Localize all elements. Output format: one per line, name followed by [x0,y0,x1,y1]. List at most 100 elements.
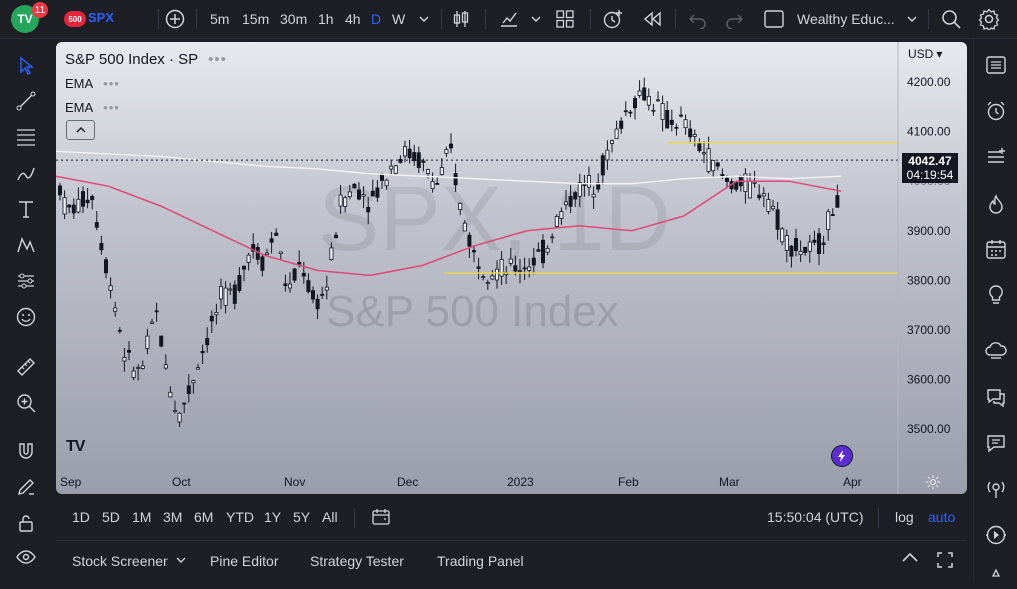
candle [352,183,357,189]
settings-gear-icon[interactable] [978,0,1000,38]
chart-settings-gear-icon[interactable] [925,474,941,494]
interval-w[interactable]: W [392,11,406,27]
log-scale-toggle[interactable]: log [895,509,914,525]
chats-icon[interactable] [982,383,1010,411]
tab-pine-editor[interactable]: Pine Editor [210,553,279,569]
signal-broadcast-icon[interactable] [982,475,1010,503]
range-ytd[interactable]: YTD [226,509,254,525]
candle [481,274,486,281]
templates-grid-icon[interactable] [555,0,575,38]
candle [278,251,283,261]
go-to-date-icon[interactable] [371,507,391,530]
range-5y[interactable]: 5Y [293,509,311,525]
tab-stock-screener[interactable]: Stock Screener [72,553,168,569]
interval-5m[interactable]: 5m [210,11,230,27]
layout-dropdown-icon[interactable] [906,0,918,38]
range-6m[interactable]: 6M [194,509,214,525]
interval-30m[interactable]: 30m [280,11,308,27]
chart-title[interactable]: S&P 500 Index · SP ••• [65,51,227,68]
hotlist-flame-icon[interactable] [982,191,1010,219]
ema-legend-2[interactable]: EMA ••• [65,100,120,115]
ema-menu-dots-icon[interactable]: ••• [103,100,120,115]
magnet-icon[interactable] [12,437,40,465]
data-window-icon[interactable] [982,143,1010,171]
cursor-icon[interactable] [12,52,40,80]
text-tool-icon[interactable] [12,195,40,223]
alarm-clock-icon[interactable] [982,97,1010,125]
indicators-icon[interactable] [498,0,520,38]
currency-selector[interactable]: USD ▾ [908,47,942,61]
interval-15m[interactable]: 15m [242,11,270,27]
replay-icon[interactable] [641,0,663,38]
candle [375,180,380,202]
notification-badge: 11 [32,2,48,18]
chart-pane[interactable]: SPX, 1D S&P 500 Index 4200.00 4100.00 3900… [56,42,967,494]
ema-legend-1[interactable]: EMA ••• [65,76,120,91]
candles-chart-type-icon[interactable] [450,0,472,38]
maximize-panel-icon[interactable] [936,551,954,572]
stock-screener-dropdown-icon[interactable] [175,553,187,569]
candle [651,103,656,116]
tradingview-logo[interactable]: TV [66,438,100,456]
lock-icon[interactable] [12,509,40,537]
streams-cloud-icon[interactable] [982,336,1010,364]
range-1m[interactable]: 1M [132,509,152,525]
price-chart[interactable]: SPX, 1D S&P 500 Index 4200.00 4100.00 3900… [56,42,967,494]
layout-name-button[interactable]: Wealthy Educ... [797,11,895,27]
candle [104,256,109,279]
price-axis[interactable]: 4200.00 4100.00 3900.00 3800.00 3700.00 3600.… [897,42,951,494]
range-1d[interactable]: 1D [72,509,90,525]
tab-trading-panel[interactable]: Trading Panel [437,553,524,569]
prediction-tool-icon[interactable] [12,267,40,295]
compare-add-icon[interactable] [164,0,186,38]
zoom-in-icon[interactable] [12,389,40,417]
time-axis[interactable]: Sep Oct Nov Dec 2023 Feb Mar Apr [60,475,862,489]
watchlist-icon[interactable] [982,51,1010,79]
redo-icon[interactable] [724,0,744,38]
search-icon[interactable] [940,0,962,38]
calendar-icon[interactable] [982,235,1010,263]
collapse-legend-button[interactable] [66,120,95,140]
candle [596,173,601,193]
interval-d[interactable]: D [371,11,382,27]
candle [605,140,610,170]
eye-icon[interactable] [12,543,40,571]
candle [389,159,394,176]
utc-clock[interactable]: 15:50:04 (UTC) [767,509,864,525]
trend-line-icon[interactable] [12,87,40,115]
layout-icon[interactable] [763,0,785,38]
interval-dropdown-icon[interactable] [418,0,430,38]
tab-strategy-tester[interactable]: Strategy Tester [310,553,404,569]
title-menu-dots-icon[interactable]: ••• [208,51,227,68]
interval-1h[interactable]: 1h [318,11,334,27]
ema-menu-dots-icon[interactable]: ••• [103,76,120,91]
candle [725,175,730,189]
alert-clock-icon[interactable] [601,0,625,38]
expand-panel-icon[interactable] [901,551,919,568]
auto-scale-toggle[interactable]: auto [928,509,956,525]
fib-retracement-icon[interactable] [12,123,40,151]
candle [646,88,651,111]
interval-4h[interactable]: 4h [345,11,361,27]
currency-label: USD [908,47,934,61]
stay-drawing-icon[interactable] [12,473,40,501]
range-5d[interactable]: 5D [102,509,120,525]
range-all[interactable]: All [322,509,338,525]
ruler-icon[interactable] [12,353,40,381]
pattern-tool-icon[interactable] [12,231,40,259]
lightning-event-icon[interactable] [831,445,853,467]
time-tick-label: Dec [397,475,418,489]
pine-playback-icon[interactable] [982,521,1010,549]
range-3m[interactable]: 3M [163,509,183,525]
candle [633,95,638,120]
undo-icon[interactable] [688,0,708,38]
messages-icon[interactable] [982,429,1010,457]
emoji-icon[interactable] [12,303,40,331]
more-widgets-icon[interactable] [982,561,1010,589]
indicators-dropdown-icon[interactable] [530,0,542,38]
candle [536,242,541,252]
range-1y[interactable]: 1Y [264,509,282,525]
symbol-search-button[interactable]: SPX [88,10,115,25]
ideas-lightbulb-icon[interactable] [982,281,1010,309]
brush-icon[interactable] [12,159,40,187]
